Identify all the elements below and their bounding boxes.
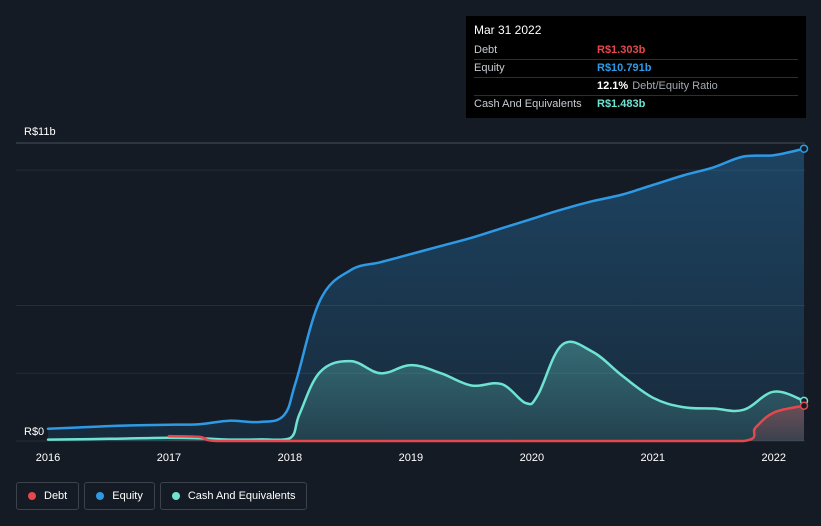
series-end-markers [799, 144, 809, 410]
axis-ticks: R$0 R$11b 2016 2017 2018 2019 2020 2021 2022 [24, 126, 786, 464]
legend-label-equity: Equity [112, 490, 143, 502]
tooltip-value-ratio: 12.1% [597, 80, 629, 92]
tooltip-ratio-caption: Debt/Equity Ratio [632, 80, 718, 92]
legend-item-cash[interactable]: Cash And Equivalents [159, 482, 308, 510]
legend-label-debt: Debt [44, 490, 68, 502]
legend-item-equity[interactable]: Equity [84, 482, 155, 510]
x-tick-label: 2016 [36, 452, 60, 464]
tooltip-row-debt: Debt R$1.303b [474, 42, 798, 59]
x-tick-label: 2020 [520, 452, 544, 464]
debt-end-marker [799, 401, 809, 410]
equity-area [48, 148, 804, 441]
tooltip-label-ratio [474, 78, 597, 95]
tooltip-label-cash: Cash And Equivalents [474, 98, 582, 110]
legend-label-cash: Cash And Equivalents [187, 490, 296, 502]
chart-legend: Debt Equity Cash And Equivalents [16, 482, 308, 510]
tooltip-row-cash: Cash And Equivalents R$1.483b [474, 95, 798, 113]
x-tick-label: 2018 [278, 452, 302, 464]
x-tick-label: 2017 [157, 452, 181, 464]
series-areas [48, 148, 804, 441]
x-tick-label: 2022 [762, 452, 786, 464]
tooltip-row-equity: Equity R$10.791b [474, 59, 798, 77]
y-tick-label: R$11b [24, 126, 56, 138]
cash-and-equivalents-area [48, 341, 804, 441]
x-tick-label: 2021 [641, 452, 665, 464]
y-tick-label: R$0 [24, 426, 44, 438]
legend-dot-equity [96, 492, 105, 500]
x-tick-label: 2019 [399, 452, 423, 464]
tooltip-row-ratio: 12.1% Debt/Equity Ratio [474, 77, 798, 95]
tooltip-value-equity: R$10.791b [597, 62, 652, 74]
tooltip-panel: Mar 31 2022 Debt R$1.303b Equity R$10.79… [466, 16, 806, 118]
equity-end-marker [799, 144, 809, 153]
tooltip-value-cash: R$1.483b [597, 98, 646, 110]
tooltip-date: Mar 31 2022 [474, 23, 542, 37]
debt-line [167, 404, 806, 443]
legend-dot-debt [28, 492, 36, 500]
series-lines [46, 147, 806, 443]
cash-and-equivalents-line [46, 340, 806, 442]
tooltip-value-debt: R$1.303b [597, 44, 646, 56]
legend-dot-cash [171, 492, 180, 500]
tooltip-label-debt: Debt [474, 44, 498, 56]
legend-item-debt[interactable]: Debt [16, 482, 80, 510]
equity-line [46, 147, 806, 431]
tooltip-label-equity: Equity [474, 62, 505, 74]
